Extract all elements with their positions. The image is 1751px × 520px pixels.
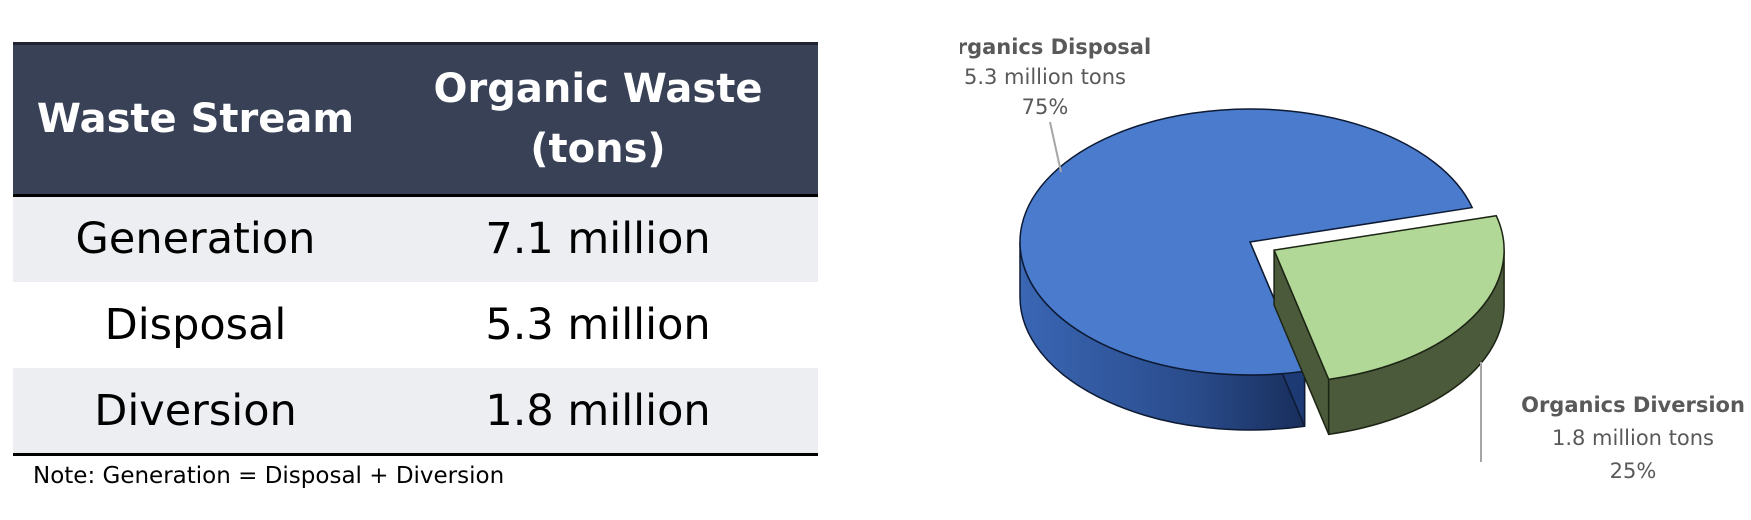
waste-stream-table: Waste Stream Organic Waste (tons) Genera… bbox=[13, 42, 818, 456]
header-organic-waste-line1: Organic Waste bbox=[433, 66, 763, 112]
table-header-row: Waste Stream Organic Waste (tons) bbox=[13, 42, 818, 196]
diversion-slice-top bbox=[1273, 214, 1505, 381]
diversion-label-percent: 25% bbox=[1610, 459, 1657, 483]
disposal-label-value: 5.3 million tons bbox=[964, 65, 1126, 89]
waste-table: Waste Stream Organic Waste (tons) Genera… bbox=[13, 42, 818, 454]
table-row: Disposal 5.3 million bbox=[13, 282, 818, 368]
disposal-label-name: Organics Disposal bbox=[960, 35, 1151, 59]
table-note: Note: Generation = Disposal + Diversion bbox=[33, 463, 505, 489]
diversion-label-value: 1.8 million tons bbox=[1552, 426, 1714, 450]
disposal-slice-top bbox=[1019, 108, 1474, 376]
organics-pie-chart: Organics Disposal 5.3 million tons 75% O… bbox=[960, 35, 1745, 483]
header-organic-waste-line2: (tons) bbox=[530, 126, 666, 172]
cell-tons: 7.1 million bbox=[485, 214, 711, 264]
table-header-rule bbox=[13, 194, 818, 197]
diversion-label-name: Organics Diversion bbox=[1521, 393, 1745, 417]
cell-stream: Disposal bbox=[104, 300, 287, 350]
table-row: Diversion 1.8 million bbox=[13, 368, 818, 454]
disposal-leader-line bbox=[1049, 121, 1062, 173]
cell-tons: 1.8 million bbox=[485, 386, 711, 436]
header-waste-stream: Waste Stream bbox=[36, 96, 355, 142]
cell-stream: Diversion bbox=[94, 386, 297, 436]
header-organic-waste: Organic Waste (tons) bbox=[378, 42, 818, 196]
cell-stream: Generation bbox=[75, 214, 316, 264]
table-top-rule bbox=[13, 42, 818, 45]
table-row: Generation 7.1 million bbox=[13, 196, 818, 282]
table-bottom-rule bbox=[13, 453, 818, 456]
cell-tons: 5.3 million bbox=[485, 300, 711, 350]
disposal-label-percent: 75% bbox=[1022, 95, 1069, 119]
pie-labels: Organics Disposal 5.3 million tons 75% O… bbox=[960, 35, 1745, 483]
pie-layer bbox=[1019, 108, 1505, 436]
